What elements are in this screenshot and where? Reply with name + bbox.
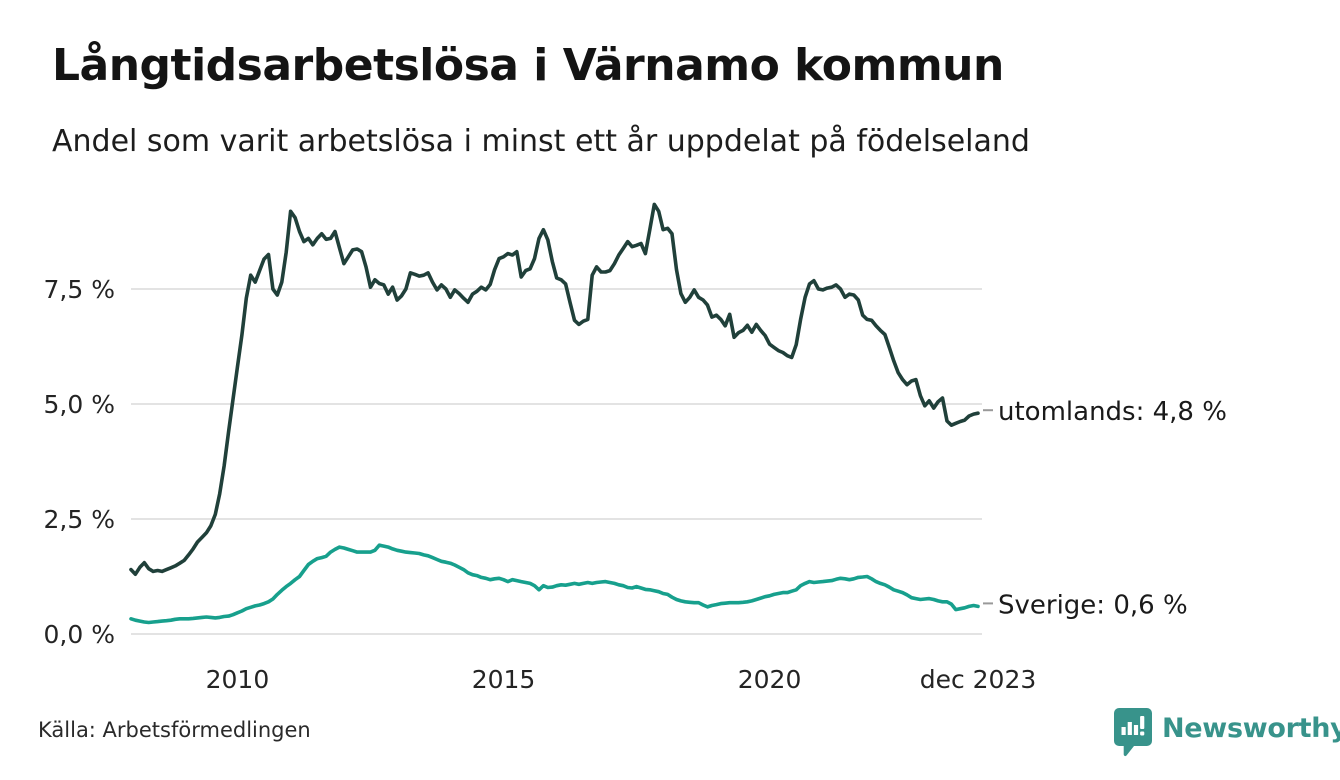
utomlands-line xyxy=(129,202,980,577)
chart-subtitle: Andel som varit arbetslösa i minst ett å… xyxy=(52,124,1030,159)
y-tick-label: 2,5 % xyxy=(44,505,115,534)
newsworthy-bubble-icon xyxy=(1114,708,1152,757)
x-tick-label: 2020 xyxy=(738,665,802,694)
utomlands-end-label: utomlands: 4,8 % xyxy=(998,397,1227,427)
x-tick-label: 2015 xyxy=(472,665,536,694)
y-tick-label: 7,5 % xyxy=(44,275,115,304)
sverige-line xyxy=(129,543,980,625)
page-title: Långtidsarbetslösa i Värnamo kommun xyxy=(52,40,1004,91)
x-tick-label: dec 2023 xyxy=(920,665,1037,694)
source-attribution: Källa: Arbetsförmedlingen xyxy=(38,718,311,742)
x-tick-label: 2010 xyxy=(206,665,270,694)
y-tick-label: 5,0 % xyxy=(44,390,115,419)
y-tick-label: 0,0 % xyxy=(44,620,115,649)
sverige-end-label: Sverige: 0,6 % xyxy=(998,590,1188,620)
logo-bars xyxy=(1121,716,1145,736)
newsworthy-logo: Newsworthy xyxy=(1112,706,1340,758)
newsworthy-wordmark: Newsworthy xyxy=(1162,713,1340,744)
